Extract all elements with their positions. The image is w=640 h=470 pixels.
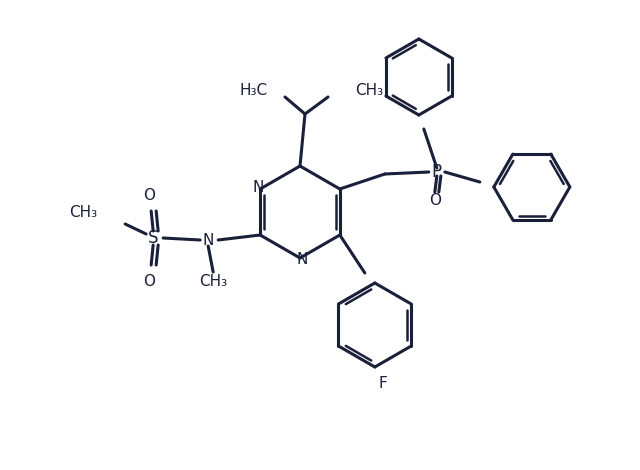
Text: N: N [252,180,264,195]
Text: O: O [429,193,441,207]
Text: O: O [143,188,155,203]
Text: H₃C: H₃C [240,83,268,97]
Text: N: N [296,252,308,267]
Text: O: O [143,274,155,289]
Text: CH₃: CH₃ [355,83,383,97]
Text: N: N [202,233,214,248]
Text: F: F [378,376,387,391]
Text: CH₃: CH₃ [69,204,97,219]
Text: CH₃: CH₃ [199,274,227,290]
Text: S: S [148,229,159,247]
Text: P: P [432,163,442,181]
